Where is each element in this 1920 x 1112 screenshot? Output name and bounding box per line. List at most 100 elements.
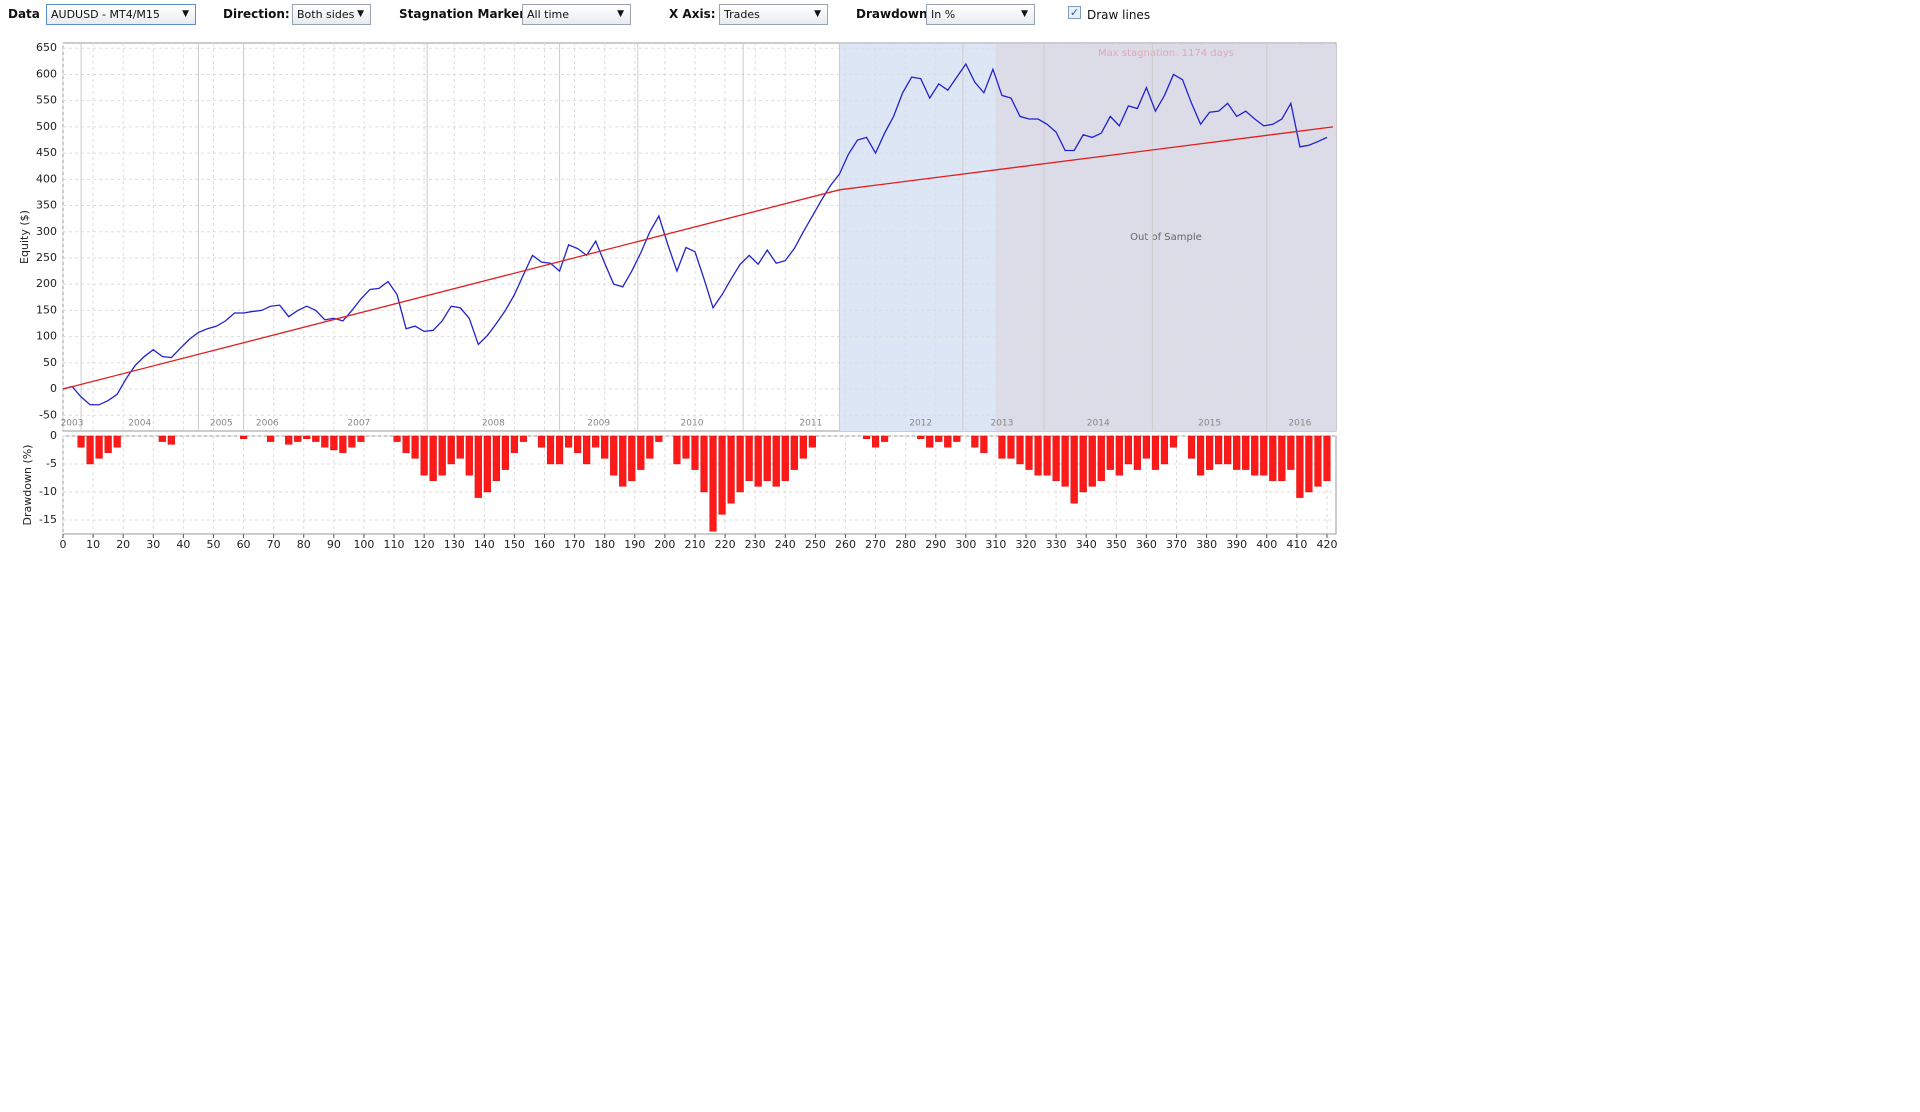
x-tick-label: 390	[1226, 538, 1247, 551]
drawdown-bar	[880, 435, 889, 442]
region	[995, 44, 1336, 431]
x-tick-label: 260	[835, 538, 856, 551]
drawdown-bar	[592, 435, 600, 448]
drawdown-bar	[718, 435, 726, 515]
drawdown-bar	[429, 435, 437, 481]
x-tick-label: 380	[1196, 538, 1217, 551]
x-tick-label: 370	[1166, 538, 1187, 551]
drawdown-bar	[1287, 435, 1295, 470]
series-line	[62, 126, 1334, 390]
drawdown-bar	[1133, 435, 1141, 470]
drawdown-bar	[682, 435, 690, 459]
data-select[interactable]: AUDUSD - MT4/M15 ▼	[46, 4, 196, 25]
drawdown-bar	[709, 435, 717, 532]
year-label: 2005	[210, 419, 233, 429]
y-tick-label: 400	[36, 172, 57, 185]
drawdown-bar	[700, 435, 708, 493]
y-tick-label: -50	[39, 408, 57, 421]
drawdown-bar	[104, 435, 112, 453]
drawdown-bar	[321, 435, 329, 448]
y-tick-label: 350	[36, 199, 57, 212]
x-tick-label: 110	[384, 538, 405, 551]
y-tick-label: 600	[36, 67, 57, 80]
x-tick-label: 270	[865, 538, 886, 551]
y-tick-label: 500	[36, 120, 57, 133]
x-axis-select[interactable]: Trades ▼	[719, 4, 828, 25]
y-axis-title: Drawdown (%)	[21, 445, 34, 526]
drawdown-bar	[411, 435, 419, 459]
chart: Equity ($) Drawdown (%) Out of Sample Max…	[18, 41, 1337, 551]
x-tick-label: 410	[1286, 538, 1307, 551]
drawdown-bar	[1242, 435, 1250, 470]
drawdown-bar	[637, 435, 645, 470]
x-tick-label: 320	[1016, 538, 1037, 551]
x-tick-label: 250	[805, 538, 826, 551]
drawdown-bar	[492, 435, 500, 481]
x-tick-label: 180	[594, 538, 615, 551]
drawdown-bar	[619, 435, 627, 487]
x-tick-label: 240	[775, 538, 796, 551]
drawdown-bar	[555, 435, 564, 465]
checkbox-label[interactable]: Draw lines	[1087, 8, 1151, 22]
drawdown-bar	[1097, 435, 1105, 481]
drawdown-bar	[456, 435, 464, 459]
drawdown-bar	[953, 435, 961, 442]
drawdown-bar	[673, 435, 681, 465]
drawdown-bar	[77, 435, 85, 448]
x-tick-label: 30	[146, 538, 160, 551]
drawdown-bar	[447, 435, 455, 465]
drawdown-bar	[926, 435, 934, 448]
y-tick-label: 650	[36, 41, 57, 54]
series-line	[62, 62, 1328, 406]
drawdown-bar	[1070, 435, 1078, 504]
drawdown-bar	[267, 435, 275, 442]
plot-area	[62, 435, 1337, 535]
year-label: 2015	[1198, 419, 1221, 429]
x-tick-label: 40	[176, 538, 190, 551]
drawdown-bar	[501, 435, 509, 470]
drawdown-bar	[330, 435, 338, 451]
drawdown-bar	[546, 435, 555, 465]
drawdown-select[interactable]: In % ▼	[926, 4, 1035, 25]
drawdown-bar	[1061, 435, 1069, 487]
drawdown-bar	[95, 435, 103, 459]
drawdown-bar	[1269, 435, 1277, 481]
year-label: 2012	[909, 419, 932, 429]
drawdown-bar	[1251, 435, 1259, 476]
drawdown-bar	[1260, 435, 1268, 476]
drawdown-bar	[998, 435, 1006, 459]
control-label: Direction:	[223, 7, 290, 21]
drawdown-bar	[754, 435, 762, 487]
drawdown-bar	[312, 435, 320, 442]
drawdown-bar	[862, 435, 871, 439]
drawdown-bar	[519, 435, 528, 442]
drawdown-bar	[393, 435, 401, 442]
drawdown-bar	[655, 435, 663, 442]
drawdown-bar	[1034, 435, 1042, 476]
drawdown-bar	[799, 435, 807, 459]
select-value: Trades	[724, 8, 760, 21]
drawdown-bar	[438, 435, 446, 476]
x-tick-label: 0	[60, 538, 67, 551]
drawdown-bar	[1142, 435, 1150, 459]
drawdown-bar	[348, 435, 356, 448]
x-tick-label: 290	[925, 538, 946, 551]
drawdown-bar	[510, 435, 519, 453]
select-value: Both sides	[297, 8, 355, 21]
drawdown-bar	[1187, 435, 1196, 459]
y-tick-label: 250	[36, 251, 57, 264]
y-tick-label: 0	[50, 382, 57, 395]
stagnation-select[interactable]: All time ▼	[522, 4, 631, 25]
year-label: 2014	[1087, 419, 1110, 429]
drawdown-bar	[1233, 435, 1241, 470]
x-tick-label: 140	[474, 538, 495, 551]
drawdown-bar	[1169, 435, 1178, 448]
x-tick-label: 330	[1046, 538, 1067, 551]
checkbox[interactable]: ✓	[1068, 6, 1081, 19]
x-tick-label: 90	[327, 538, 341, 551]
drawdown-bar	[1088, 435, 1096, 487]
direction-select[interactable]: Both sides ▼	[292, 4, 371, 25]
x-tick-label: 360	[1136, 538, 1157, 551]
y-tick-label: -15	[39, 513, 57, 526]
control-label: Data	[8, 7, 40, 21]
